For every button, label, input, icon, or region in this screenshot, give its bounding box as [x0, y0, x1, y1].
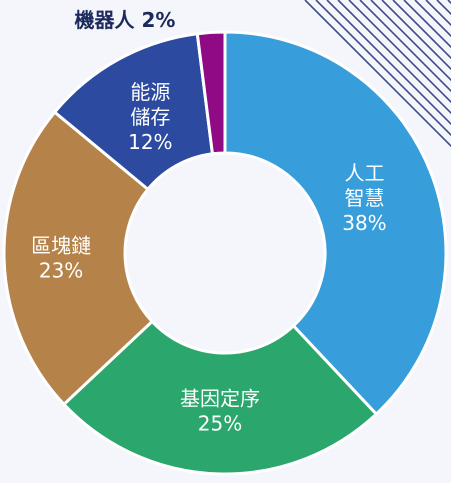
- slice-genome-sequencing: [61, 319, 379, 476]
- stripe-line: [359, 0, 451, 200]
- stripe-line: [381, 0, 451, 200]
- slice-robotics: [195, 30, 227, 156]
- stripe-line: [348, 0, 451, 200]
- slice-name-label: 儲存: [130, 105, 170, 129]
- slice-ai: [223, 30, 448, 417]
- slice-outside-label: 機器人 2%: [75, 8, 176, 32]
- slice-name-label: 基因定序: [180, 386, 260, 410]
- slice-value-label: 23%: [39, 259, 83, 283]
- stripe-line: [370, 0, 451, 200]
- stripe-line: [337, 0, 451, 200]
- slice-value-label: 25%: [198, 411, 242, 435]
- stripe-line: [414, 0, 451, 200]
- stripe-line: [326, 0, 451, 200]
- slice-name-label: 區塊鏈: [31, 234, 91, 258]
- slice-blockchain: [2, 110, 155, 407]
- slice-name-label: 智慧: [344, 186, 384, 210]
- slice-name-label: 人工: [344, 161, 384, 185]
- stripe-line: [403, 0, 451, 200]
- diagonal-stripes-decoration: [304, 0, 451, 200]
- stripe-line: [392, 0, 451, 200]
- slice-value-label: 38%: [342, 211, 386, 235]
- stripe-line: [315, 0, 451, 200]
- slice-value-label: 12%: [128, 130, 172, 154]
- stripe-line: [304, 0, 451, 200]
- slice-name-label: 能源: [130, 80, 170, 104]
